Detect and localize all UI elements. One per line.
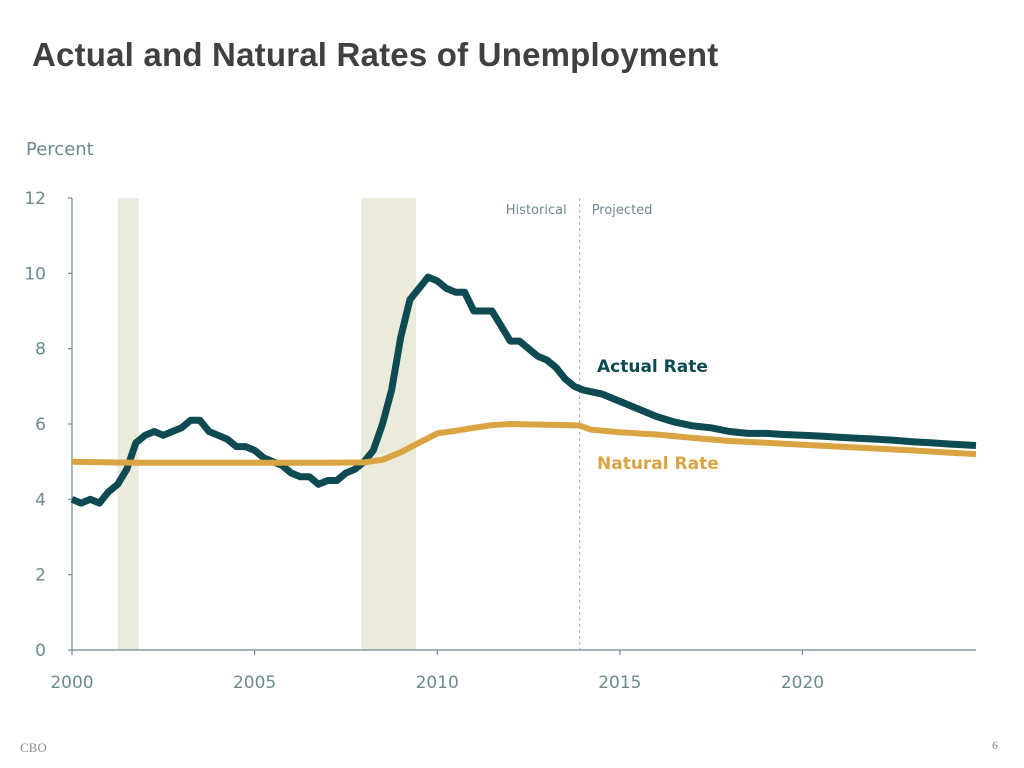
historical-projected-divider: Historical Projected (506, 198, 653, 650)
projected-label: Projected (592, 203, 653, 218)
slide-title: Actual and Natural Rates of Unemployment (32, 36, 719, 73)
series-line-actual (70, 273, 977, 507)
y-tick-label: 8 (35, 340, 46, 360)
series-label-natural: Natural Rate (597, 454, 719, 474)
y-axis-title: Percent (26, 139, 94, 160)
y-tick-label: 10 (24, 264, 46, 284)
page-number: 6 (992, 738, 998, 752)
x-tick-label: 2020 (781, 673, 824, 693)
x-tick-label: 2015 (598, 673, 641, 693)
x-tick-label: 2010 (416, 673, 459, 693)
historical-label: Historical (506, 203, 567, 218)
chart-series (70, 273, 977, 507)
chart-axes: 0 2 4 6 8 10 12 Percent 2000 2005 2010 2015 2020 (24, 139, 976, 693)
y-tick-label: 6 (35, 415, 46, 435)
source-label: CBO (20, 740, 47, 755)
x-tick-label: 2005 (233, 673, 276, 693)
recession-bands (117, 198, 417, 650)
y-tick-label: 12 (24, 189, 46, 209)
y-tick-label: 0 (35, 641, 46, 661)
y-tick-label: 4 (35, 490, 46, 510)
chart-labels: Actual Rate Natural Rate (597, 357, 719, 474)
recession-band-1 (117, 198, 139, 650)
series-line-natural (71, 421, 977, 466)
series-label-actual: Actual Rate (597, 357, 708, 377)
y-tick-label: 2 (35, 566, 46, 586)
recession-band-2 (361, 198, 417, 650)
x-tick-label: 2000 (50, 673, 93, 693)
